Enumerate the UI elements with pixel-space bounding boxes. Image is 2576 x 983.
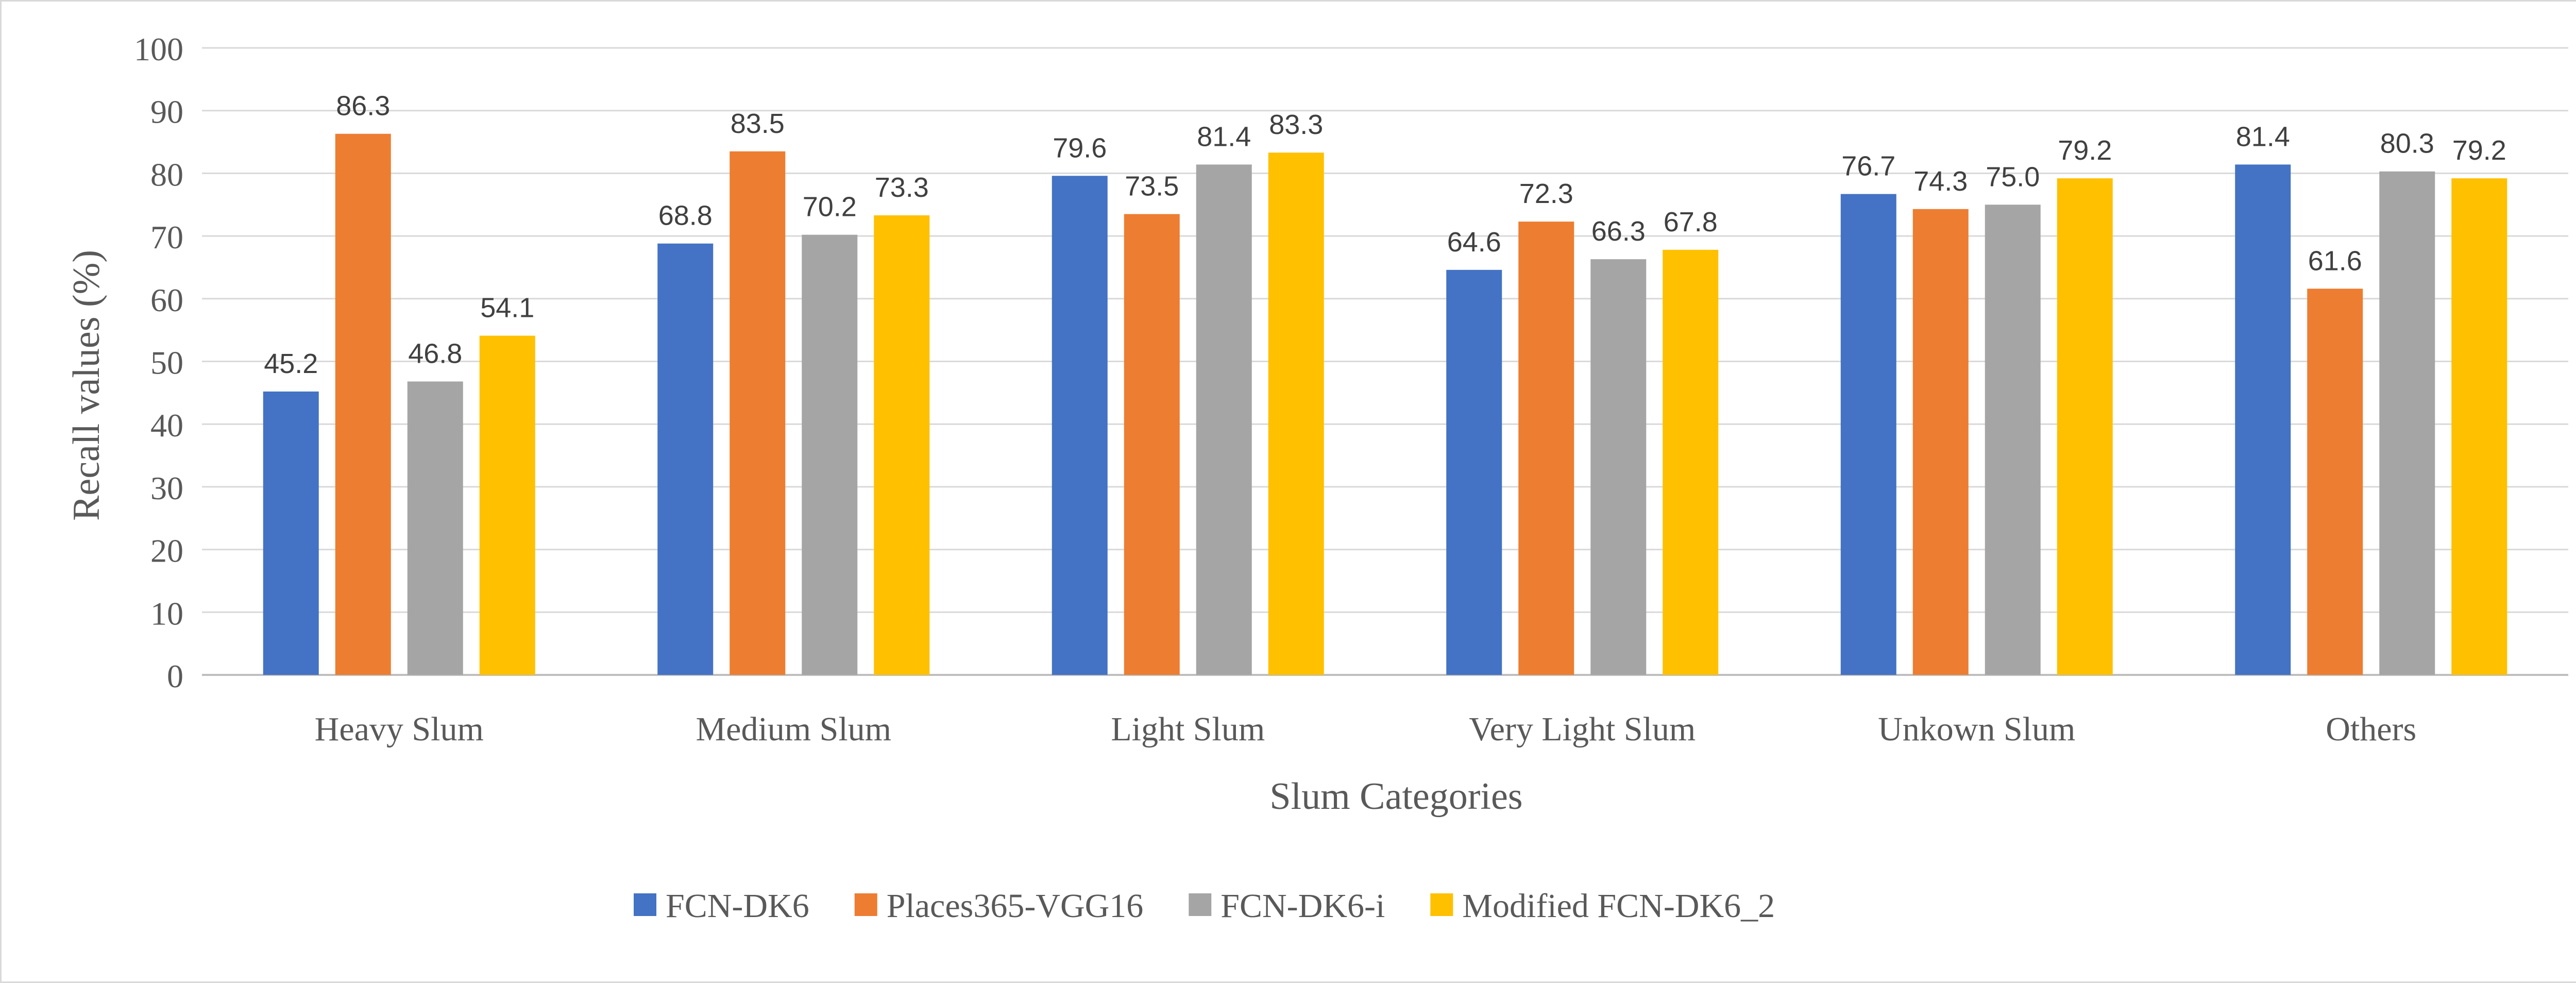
data-label: 72.3 [1519, 178, 1573, 209]
data-label: 45.2 [264, 348, 318, 379]
y-tick-label: 10 [150, 595, 183, 632]
data-label: 79.2 [2452, 135, 2506, 166]
bar [479, 335, 535, 675]
bar [2235, 164, 2291, 675]
legend-swatch [1430, 893, 1453, 916]
bar [335, 133, 391, 675]
bar [2451, 178, 2507, 675]
legend-swatch [854, 893, 877, 916]
bar [2057, 178, 2113, 675]
data-label: 73.5 [1125, 171, 1179, 202]
legend-label: FCN-DK6-i [1221, 887, 1385, 925]
data-label: 61.6 [2308, 245, 2362, 276]
bar [1912, 209, 1969, 675]
data-label: 75.0 [1986, 161, 2040, 192]
data-label: 80.3 [2380, 128, 2434, 159]
x-tick-label: Light Slum [1111, 710, 1265, 748]
data-label: 68.8 [658, 200, 713, 231]
data-label: 64.6 [1447, 227, 1501, 258]
bar [657, 243, 714, 675]
bar [874, 215, 930, 675]
x-axis-ticks: Heavy Slum Medium Slum Light Slum Very Ligh… [315, 710, 2417, 748]
bar [1052, 176, 1108, 675]
data-label: 54.1 [480, 293, 534, 324]
y-tick-label: 100 [134, 31, 183, 67]
data-label: 81.4 [2236, 121, 2290, 152]
legend-label: Places365-VGG16 [887, 887, 1144, 925]
x-tick-label: Heavy Slum [315, 710, 484, 748]
y-tick-label: 50 [150, 345, 183, 381]
data-label: 76.7 [1841, 151, 1895, 182]
data-labels: 45.2 86.3 46.8 54.1 68.8 83.5 70.2 73.3 79.6 73.5… [264, 91, 2506, 379]
bars [263, 133, 2507, 675]
bar [1663, 249, 1719, 675]
y-tick-label: 90 [150, 94, 183, 130]
legend-label: Modified FCN-DK6_2 [1462, 887, 1775, 925]
legend-swatch [634, 893, 656, 916]
bar [730, 151, 786, 675]
data-label: 67.8 [1664, 207, 1718, 238]
bar [2379, 171, 2435, 675]
y-tick-label: 0 [167, 658, 183, 694]
y-tick-label: 70 [150, 219, 183, 256]
data-label: 73.3 [875, 172, 929, 203]
y-tick-label: 30 [150, 470, 183, 506]
data-label: 70.2 [803, 192, 857, 223]
data-label: 46.8 [408, 338, 462, 369]
bar [2307, 289, 2363, 675]
y-tick-label: 20 [150, 533, 183, 569]
bar [1590, 259, 1647, 675]
data-label: 79.6 [1053, 132, 1107, 163]
legend-swatch [1189, 893, 1212, 916]
bar [1840, 194, 1896, 675]
data-label: 83.3 [1269, 109, 1323, 140]
data-label: 81.4 [1197, 121, 1251, 152]
bar [802, 234, 858, 675]
data-label: 79.2 [2058, 135, 2112, 166]
bar [1124, 214, 1180, 675]
bar [1518, 222, 1574, 675]
y-axis-title: Recall values (%) [65, 250, 108, 521]
bar [263, 391, 319, 675]
x-axis-title: Slum Categories [1269, 775, 1522, 818]
y-tick-label: 60 [150, 282, 183, 318]
bar [1985, 205, 2041, 675]
gridlines [202, 47, 2568, 676]
bar [407, 381, 463, 675]
y-axis-ticks: 0 10 20 30 40 50 60 70 80 90 100 [134, 31, 183, 694]
x-tick-label: Very Light Slum [1469, 710, 1696, 748]
bar [1196, 164, 1252, 675]
y-tick-label: 40 [150, 407, 183, 444]
y-tick-label: 80 [150, 156, 183, 193]
x-tick-label: Others [2326, 710, 2416, 748]
bar [1268, 152, 1324, 675]
legend-label: FCN-DK6 [666, 887, 809, 925]
x-tick-label: Medium Slum [696, 710, 891, 748]
bar [1446, 269, 1502, 675]
x-tick-label: Unkown Slum [1878, 710, 2075, 748]
data-label: 74.3 [1913, 166, 1968, 197]
legend: FCN-DK6 Places365-VGG16 FCN-DK6-i Modified … [634, 887, 1775, 925]
data-label: 83.5 [731, 108, 785, 139]
data-label: 66.3 [1591, 216, 1646, 247]
data-label: 86.3 [336, 91, 390, 122]
